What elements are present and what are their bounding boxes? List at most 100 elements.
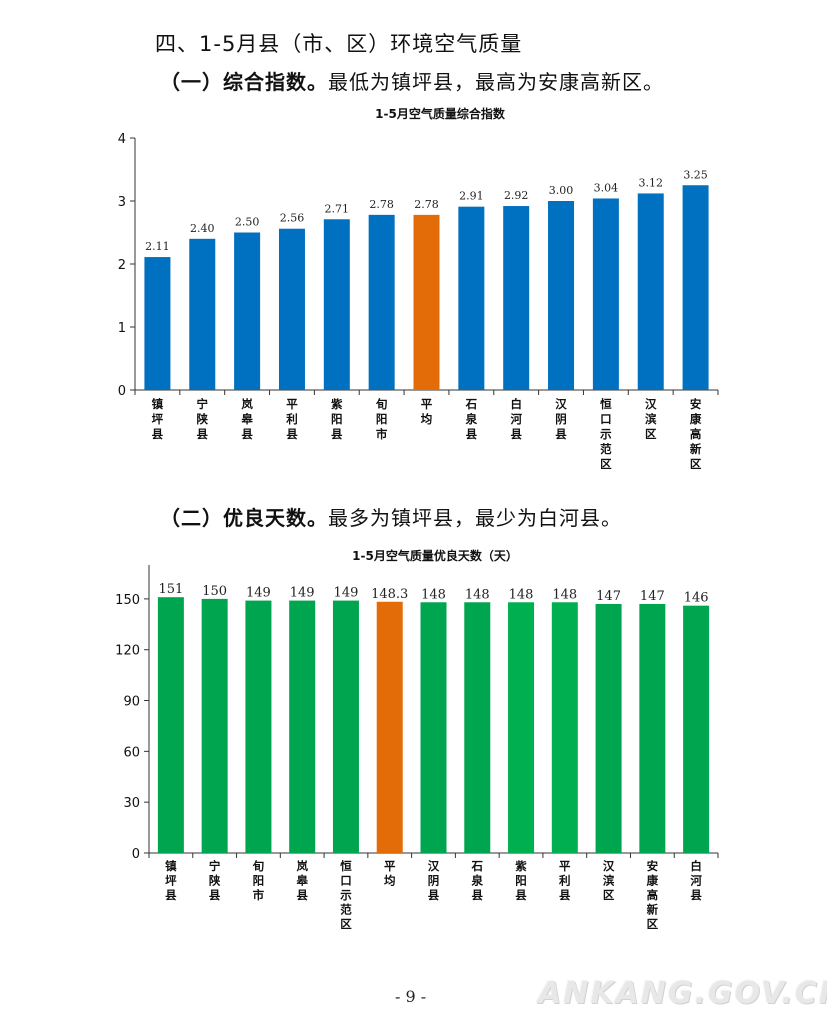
category-label: 旬阳市 xyxy=(375,397,388,441)
bar xyxy=(548,201,575,390)
data-label: 2.91 xyxy=(459,190,484,203)
data-label: 148 xyxy=(509,587,534,602)
site-watermark: ANKANG.GOV.CN xyxy=(538,976,827,1011)
category-label: 白河县 xyxy=(510,397,522,441)
category-label: 平利县 xyxy=(285,397,298,441)
y-tick-label: 3 xyxy=(118,195,126,210)
category-label: 恒口示范区 xyxy=(339,859,352,931)
good-days-summary: （二）优良天数。最多为镇坪县，最少为白河县。 xyxy=(160,502,622,531)
data-label: 2.50 xyxy=(235,216,260,229)
bar xyxy=(637,193,664,390)
y-tick-label: 120 xyxy=(115,644,140,659)
bar xyxy=(458,206,485,390)
data-label: 148 xyxy=(421,587,446,602)
good-days-summary-text: 最多为镇坪县，最少为白河县。 xyxy=(328,506,622,530)
category-label: 石泉县 xyxy=(465,397,478,441)
bar xyxy=(376,601,403,853)
bar xyxy=(278,228,305,390)
y-tick-label: 0 xyxy=(118,384,126,399)
y-tick-label: 30 xyxy=(123,796,140,811)
y-tick-label: 0 xyxy=(132,847,140,862)
category-label: 安康高新区 xyxy=(647,859,659,931)
data-label: 148 xyxy=(465,587,490,602)
data-label: 146 xyxy=(684,591,709,606)
data-label: 2.78 xyxy=(414,198,439,211)
data-label: 2.11 xyxy=(145,240,170,253)
bar xyxy=(368,214,395,390)
category-label: 石泉县 xyxy=(471,859,484,902)
data-label: 149 xyxy=(246,586,271,601)
data-label: 147 xyxy=(640,589,665,604)
data-label: 148 xyxy=(552,587,577,602)
bar xyxy=(289,600,316,853)
data-label: 149 xyxy=(334,586,359,601)
data-label: 3.04 xyxy=(594,181,619,194)
page-number: - 9 - xyxy=(395,987,427,1006)
bar xyxy=(639,603,666,853)
composite-index-chart: 1-5月空气质量综合指数 0 1 2 3 4 2.11 镇坪县 2.40 宁陕县 2.50 岚皋县 2.… xyxy=(118,106,719,471)
category-label: 紫阳县 xyxy=(331,397,343,441)
section-heading: 四、1-5月县（市、区）环境空气质量 xyxy=(155,32,523,56)
category-label: 宁陕县 xyxy=(209,859,221,902)
category-label: 镇坪县 xyxy=(165,859,177,902)
bar xyxy=(595,603,622,853)
category-label: 平均 xyxy=(421,397,433,426)
bar xyxy=(332,600,359,853)
bar xyxy=(420,602,447,853)
bar xyxy=(245,600,272,853)
y-tick-label: 150 xyxy=(115,593,140,608)
chart-title: 1-5月空气质量综合指数 xyxy=(375,106,506,121)
bar xyxy=(189,238,216,390)
category-label: 平均 xyxy=(384,859,396,888)
category-label: 汉阴县 xyxy=(428,859,440,902)
bar xyxy=(201,598,228,853)
data-label: 2.71 xyxy=(325,202,350,215)
composite-index-summary: （一）综合指数。最低为镇坪县，最高为安康高新区。 xyxy=(160,66,664,95)
good-days-summary-label: （二）优良天数。 xyxy=(160,506,328,530)
bar xyxy=(413,214,440,390)
data-label: 150 xyxy=(202,584,227,599)
category-label: 汉滨区 xyxy=(645,397,657,441)
bar xyxy=(683,605,710,853)
category-label: 紫阳县 xyxy=(515,859,527,902)
category-label: 汉阴县 xyxy=(555,397,567,441)
bar xyxy=(157,597,184,853)
data-label: 148.3 xyxy=(371,587,408,602)
bar xyxy=(682,185,709,390)
category-label: 岚皋县 xyxy=(241,397,253,441)
category-label: 镇坪县 xyxy=(152,397,164,441)
category-label: 安康高新区 xyxy=(690,397,702,471)
bar xyxy=(464,602,491,853)
data-label: 2.40 xyxy=(190,222,215,235)
bar xyxy=(551,602,578,853)
data-label: 2.92 xyxy=(504,189,529,202)
data-label: 2.78 xyxy=(369,198,394,211)
bar xyxy=(508,602,535,853)
bar xyxy=(592,198,619,390)
composite-index-summary-label: （一）综合指数。 xyxy=(160,70,328,94)
bar xyxy=(323,219,350,390)
data-label: 151 xyxy=(158,582,183,597)
category-label: 宁陕县 xyxy=(197,397,209,441)
y-tick-label: 60 xyxy=(123,745,140,760)
category-label: 平利县 xyxy=(558,859,571,902)
good-days-chart: 1-5月空气质量优良天数（天） 0 30 60 90 120 150 151 镇坪县 150 宁陕县… xyxy=(115,548,719,931)
data-label: 3.12 xyxy=(638,176,663,189)
category-label: 旬阳市 xyxy=(252,859,265,902)
data-label: 149 xyxy=(290,586,315,601)
data-label: 3.25 xyxy=(683,168,708,181)
y-tick-label: 90 xyxy=(123,695,140,710)
bar xyxy=(234,232,261,390)
y-tick-label: 4 xyxy=(118,132,126,147)
category-label: 白河县 xyxy=(690,859,702,902)
category-label: 汉滨区 xyxy=(603,859,615,902)
bar xyxy=(144,257,171,390)
chart-title: 1-5月空气质量优良天数（天） xyxy=(352,548,518,563)
category-label: 恒口示范区 xyxy=(599,397,612,471)
bar xyxy=(503,206,530,390)
y-tick-label: 2 xyxy=(118,258,126,273)
category-label: 岚皋县 xyxy=(296,859,308,902)
data-label: 2.56 xyxy=(280,212,305,225)
composite-index-summary-text: 最低为镇坪县，最高为安康高新区。 xyxy=(328,70,664,94)
data-label: 147 xyxy=(596,589,621,604)
